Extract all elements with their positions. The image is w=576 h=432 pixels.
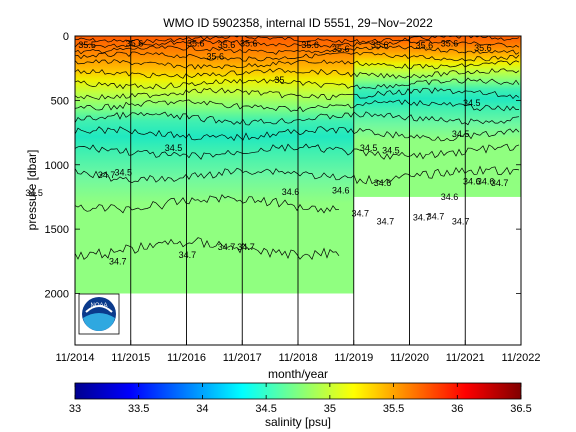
contour-label: 34.7 [491, 178, 509, 188]
chart-title: WMO ID 5902358, internal ID 5551, 29−Nov… [163, 16, 433, 30]
contour-label: 34.7 [237, 242, 255, 252]
noaa-logo: NOAA [78, 293, 120, 335]
contour-label: 34.7 [413, 213, 431, 223]
salinity-contours [75, 36, 520, 261]
colorbar-tick-label: 36 [451, 403, 463, 415]
contour-label: 34.6 [332, 186, 350, 196]
contour-labels: 35.5 35.6 35.635.635.6 35.6 35.6 35.6 35.6 35.6… [25, 39, 508, 267]
field-block-2014-2019 [75, 36, 354, 294]
contour-label: 34.5 [115, 167, 133, 177]
y-tick-label: 0 [63, 31, 69, 43]
contour-label: 35 [274, 75, 284, 85]
contour-line [75, 126, 520, 142]
contour-label: 34.7 [351, 209, 369, 219]
contour-label: 35.6 [126, 39, 144, 49]
y-tick-label: 2000 [45, 289, 69, 301]
contour-label: 34.6 [477, 176, 495, 186]
contour-line [75, 165, 520, 185]
contour-line [75, 36, 520, 44]
x-axis: 11/2014 11/2015 11/2016 11/2017 11/2018 11/20… [56, 340, 541, 364]
contour-line [75, 87, 520, 101]
y-axis: 0 500 1000 1500 2000 [45, 31, 521, 301]
colorbar [74, 382, 522, 400]
contour-label: 34.5 [165, 143, 183, 153]
x-tick-label: 11/2021 [446, 352, 485, 364]
contour-label: 34.7 [98, 170, 116, 180]
x-tick-label: 11/2019 [334, 352, 373, 364]
contour-label: 34.7 [109, 256, 127, 266]
year-gridlines [130, 36, 466, 345]
y-tick-label: 1000 [45, 160, 69, 172]
contour-label: 35.6 [474, 43, 492, 53]
contour-label: 34.7 [377, 216, 395, 226]
contour-label: 35.6 [371, 40, 389, 50]
x-tick-label: 11/2018 [279, 352, 318, 364]
contour-label: 35.6 [187, 39, 205, 49]
contour-line [75, 143, 520, 160]
colorbar-label: salinity [psu] [265, 415, 331, 429]
contour-line [75, 67, 520, 80]
colorbar-tick-label: 34.5 [255, 403, 276, 415]
contour-label: 34.5 [382, 146, 400, 156]
x-tick-label: 11/2016 [167, 352, 206, 364]
contour-label: 34.7 [179, 250, 197, 260]
x-tick-label: 11/2020 [390, 352, 429, 364]
contour-label: 35.6 [416, 41, 434, 51]
noaa-logo-text: NOAA [90, 303, 107, 309]
contour-label: 34.7 [427, 211, 445, 221]
contour-line [75, 51, 520, 62]
contour-label: 34.5 [452, 129, 470, 139]
contour-label: 35.6 [301, 40, 319, 50]
colorbar-tick-label: 33 [69, 403, 81, 415]
contour-label: 35.6 [332, 44, 350, 54]
contour-label: 34.6 [282, 187, 300, 197]
contour-label: 34.6 [374, 178, 392, 188]
colorbar-tick-label: 35.5 [383, 403, 404, 415]
colorbar-ticks: 33 33.5 34 34.5 35 35.5 36 36.5 [69, 383, 532, 415]
contour-label: 35.6 [218, 40, 236, 50]
contour-line [75, 194, 340, 214]
x-axis-label: month/year [268, 367, 328, 381]
colorbar-tick-label: 36.5 [510, 403, 531, 415]
contour-line [75, 59, 520, 70]
y-axis-label: pressure [dbar] [25, 150, 39, 231]
colorbar-tick-label: 33.5 [128, 403, 149, 415]
contour-label: 35.6 [207, 52, 225, 62]
colorbar-tick-label: 34 [196, 403, 208, 415]
contour-line [75, 45, 520, 55]
contour-label: 34.5 [360, 143, 378, 153]
contour-label: 34.6 [463, 176, 481, 186]
x-tick-label: 11/2017 [223, 352, 262, 364]
contour-line [75, 237, 340, 261]
contour-line [75, 77, 520, 90]
x-tick-label: 11/2015 [111, 352, 150, 364]
contour-label: 34.7 [452, 216, 470, 226]
contour-label: 35.6 [240, 39, 258, 49]
contour-label: 34.5 [25, 188, 43, 198]
contour-label: 34.6 [441, 192, 459, 202]
y-tick-label: 500 [51, 95, 69, 107]
x-tick-label: 11/2014 [56, 352, 95, 364]
field-block-2019-2022 [353, 36, 521, 197]
colorbar-tick-label: 35 [324, 403, 336, 415]
x-tick-label: 11/2022 [502, 352, 541, 364]
y-tick-label: 1500 [45, 224, 69, 236]
contour-label: 35.6 [441, 39, 459, 49]
contour-line [75, 111, 520, 126]
contour-label: 34.5 [463, 98, 481, 108]
contour-label: 34.7 [218, 242, 236, 252]
contour-line [75, 99, 520, 113]
contour-label: 35.5 [78, 40, 96, 50]
contour-line [75, 39, 520, 48]
